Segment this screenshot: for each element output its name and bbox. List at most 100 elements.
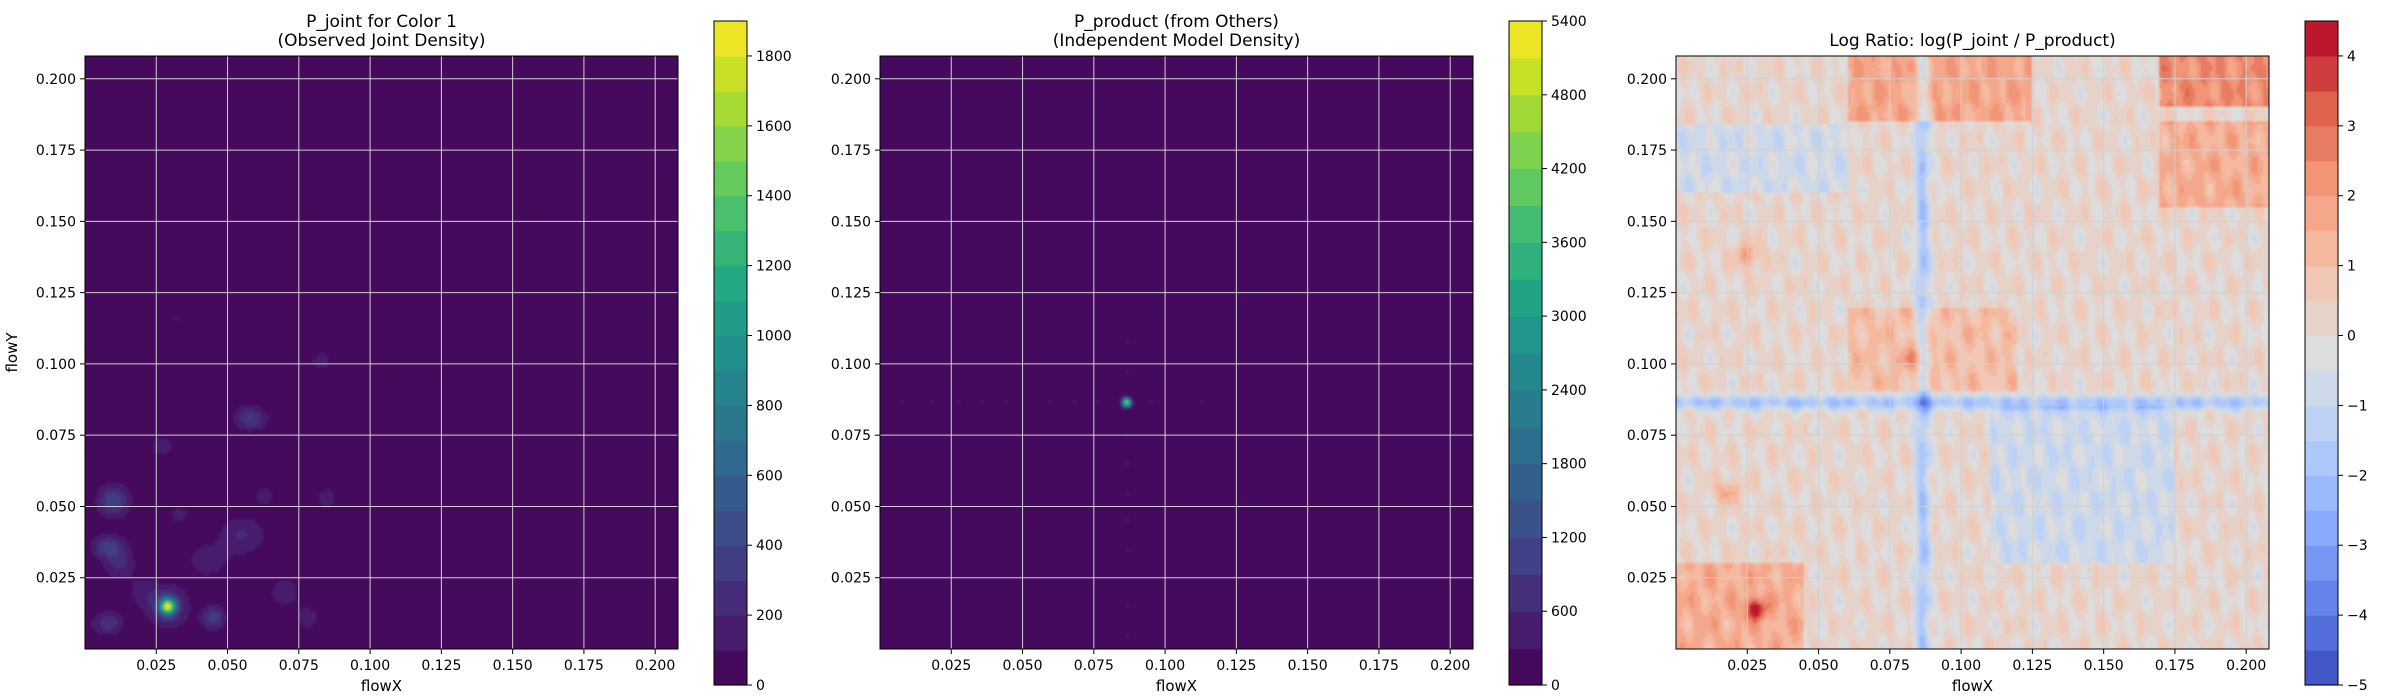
y-tick-label: 0.075	[831, 428, 871, 444]
colorbar-level	[2305, 230, 2338, 267]
colorbar-level	[714, 300, 747, 337]
colorbar-level	[1509, 316, 1542, 354]
colorbar-tick-label: 1000	[756, 329, 792, 345]
x-tick-label: 0.175	[1359, 658, 1399, 674]
heatmap-field	[880, 56, 1473, 649]
x-tick-label: 0.075	[279, 658, 319, 674]
colorbar-level	[2305, 300, 2338, 337]
x-tick-label: 0.075	[1074, 658, 1114, 674]
colorbar-level	[1509, 574, 1542, 612]
colorbar-level	[1509, 500, 1542, 539]
x-tick-label: 0.175	[564, 658, 604, 674]
x-tick-label: 0.050	[1003, 658, 1043, 674]
x-tick-label: 0.025	[931, 658, 971, 674]
colorbar-level	[2305, 510, 2338, 546]
plot-frame	[1675, 55, 2270, 650]
x-tick-label: 0.100	[350, 658, 390, 674]
y-tick-label: 0.025	[1627, 571, 1667, 587]
heatmap-p-joint: 0.025 0.050 0.075 0.100 0.125 0.150 0.175 0.200…	[36, 55, 679, 674]
colorbar-level	[714, 265, 747, 302]
colorbar-level	[2305, 440, 2338, 476]
x-axis-label-p-joint: flowX	[361, 677, 402, 695]
colorbar-tick-label: 0	[756, 678, 765, 694]
y-tick-label: 0.125	[831, 286, 871, 302]
colorbar-level	[714, 545, 747, 581]
colorbar-level	[714, 335, 747, 372]
colorbar-level	[2305, 615, 2338, 651]
colorbar-level	[714, 55, 747, 92]
colorbar-tick-label: 600	[756, 468, 783, 484]
colorbar-level	[714, 90, 747, 127]
x-tick-label: 0.075	[1870, 658, 1910, 674]
colorbar-tick-label: 4	[2347, 49, 2356, 65]
panel-p-joint: 0.025 0.050 0.075 0.100 0.125 0.150 0.175 0.200…	[3, 12, 792, 695]
y-tick-label: 0.025	[831, 571, 871, 587]
colorbar-level	[2305, 195, 2338, 232]
plot-frame	[879, 55, 1474, 650]
y-tick-label: 0.175	[831, 143, 871, 159]
colorbar-tick-label: 4200	[1551, 162, 1587, 178]
colorbar-tick-label: 2	[2347, 189, 2356, 205]
colorbar-level	[1509, 353, 1542, 391]
colorbar-tick-label: 5400	[1551, 14, 1587, 30]
colorbar-level	[714, 475, 747, 511]
colorbar-level	[2305, 21, 2338, 57]
x-axis-label-log-ratio: flowX	[1952, 677, 1993, 695]
colorbar-level	[714, 650, 747, 686]
colorbar-p-product: 0 600 1200 1800 2400 3000 3600 4200 4800 5400	[1508, 14, 1587, 694]
x-tick-label: 0.050	[1799, 658, 1839, 674]
y-tick-label: 0.175	[36, 143, 76, 159]
y-tick-label: 0.125	[36, 286, 76, 302]
x-tick-label: 0.125	[421, 658, 461, 674]
colorbar-tick-label: 0	[2347, 329, 2356, 345]
colorbar-tick-label: 200	[756, 608, 783, 624]
colorbar-level	[2305, 265, 2338, 302]
colorbar-level	[714, 160, 747, 197]
colorbar-level	[1509, 389, 1542, 428]
colorbar-tick-label: 4800	[1551, 88, 1587, 104]
colorbar-level	[2305, 475, 2338, 511]
colorbar-level	[714, 370, 747, 407]
y-tick-label: 0.100	[36, 357, 76, 373]
y-tick-label: 0.150	[831, 214, 871, 230]
colorbar-level	[714, 21, 747, 57]
y-tick-label: 0.150	[36, 214, 76, 230]
y-tick-label: 0.050	[36, 499, 76, 515]
x-tick-label: 0.125	[2012, 658, 2052, 674]
colorbar-level	[714, 510, 747, 546]
colorbar-level	[2305, 160, 2338, 197]
colorbar-level	[714, 405, 747, 441]
colorbar-level	[1509, 537, 1542, 575]
colorbar-tick-label: 3	[2347, 119, 2356, 135]
x-tick-label: 0.150	[2084, 658, 2124, 674]
colorbar-level	[2305, 650, 2338, 686]
colorbar-tick-label: 1600	[756, 119, 792, 135]
colorbar-level	[2305, 370, 2338, 407]
chart-title-p-joint: P_joint for Color 1 (Observed Joint Densi…	[277, 12, 485, 51]
colorbar-level	[1509, 131, 1542, 170]
y-axis-label-p-joint: flowY	[3, 332, 21, 373]
colorbar-tick-label: 3600	[1551, 235, 1587, 251]
colorbar-tick-label: 1200	[756, 259, 792, 275]
colorbar-level	[1509, 279, 1542, 317]
colorbar-level	[1509, 463, 1542, 502]
y-tick-label: 0.050	[831, 499, 871, 515]
colorbar-tick-label: 3000	[1551, 309, 1587, 325]
colorbar-level	[714, 440, 747, 476]
x-tick-label: 0.025	[136, 658, 176, 674]
colorbar-level	[2305, 335, 2338, 372]
colorbar-p-joint: 0 200 400 600 800 1000 1200 1400 1600 1800	[713, 20, 792, 694]
colorbar-level	[714, 230, 747, 267]
x-axis-label-p-product: flowX	[1156, 677, 1197, 695]
colorbar-level	[1509, 648, 1542, 686]
heatmap-field	[1676, 56, 2269, 649]
x-tick-label: 0.200	[635, 658, 675, 674]
heatmap-field	[85, 56, 678, 649]
colorbar-level	[1509, 611, 1542, 649]
colorbar-level	[714, 125, 747, 162]
heatmap-log-ratio: 0.025 0.050 0.075 0.100 0.125 0.150 0.175 0.200…	[1627, 55, 2270, 674]
y-tick-label: 0.125	[1627, 286, 1667, 302]
chart-title-p-product: P_product (from Others) (Independent Mode…	[1053, 12, 1301, 51]
panel-log-ratio: 0.025 0.050 0.075 0.100 0.125 0.150 0.175 0.200…	[1627, 20, 2368, 695]
